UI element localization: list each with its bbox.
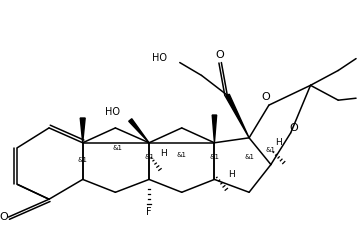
Text: O: O [0, 212, 8, 222]
Text: H: H [228, 170, 235, 179]
Text: &1: &1 [177, 152, 187, 158]
Text: &1: &1 [144, 154, 154, 160]
Polygon shape [225, 94, 249, 138]
Text: F: F [146, 207, 152, 217]
Text: HO: HO [105, 107, 120, 117]
Text: O: O [262, 92, 270, 102]
Polygon shape [129, 119, 149, 143]
Text: &1: &1 [210, 154, 219, 160]
Polygon shape [212, 115, 216, 143]
Text: H: H [160, 149, 167, 158]
Text: &1: &1 [78, 157, 88, 163]
Polygon shape [80, 118, 85, 143]
Text: H: H [275, 138, 282, 147]
Text: HO: HO [152, 53, 167, 63]
Text: &1: &1 [244, 154, 254, 160]
Text: &1: &1 [112, 145, 122, 151]
Text: O: O [289, 123, 298, 133]
Text: &1: &1 [266, 147, 276, 153]
Text: O: O [215, 50, 224, 60]
